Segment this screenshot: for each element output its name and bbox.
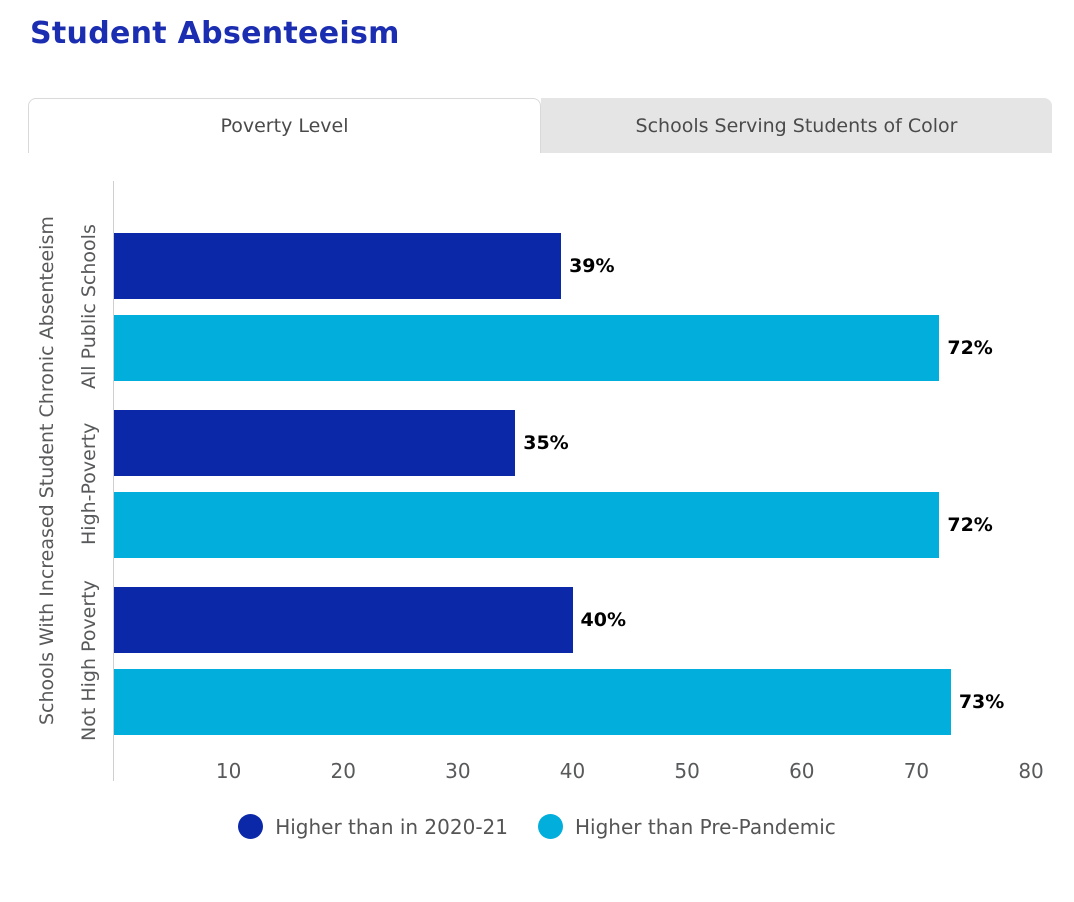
- chart-legend: Higher than in 2020-21 Higher than Pre-P…: [0, 814, 1074, 839]
- x-axis-tick-60: 60: [789, 759, 815, 783]
- x-axis-tick-50: 50: [674, 759, 700, 783]
- tab-schools-serving-students-of-color[interactable]: Schools Serving Students of Color: [541, 98, 1052, 153]
- legend-marker-icon: [238, 814, 264, 839]
- legend-marker-icon: [538, 814, 563, 839]
- x-axis-tick-30: 30: [445, 759, 471, 783]
- bar-row: 73%: [114, 669, 1054, 735]
- legend-label: Higher than Pre-Pandemic: [575, 814, 836, 839]
- y-axis-line: [113, 181, 114, 781]
- bar-row: 35%: [114, 410, 1054, 476]
- bar-high-poverty-2020-21[interactable]: [114, 410, 516, 476]
- x-axis-tick-20: 20: [330, 759, 356, 783]
- bar-chart: Schools With Increased Student Chronic A…: [0, 176, 1074, 882]
- category-label-all-public-schools: All Public Schools: [78, 224, 100, 390]
- bar-all-public-schools-2020-21[interactable]: [114, 233, 562, 299]
- bar-value-label: 72%: [947, 514, 993, 536]
- y-axis-title: Schools With Increased Student Chronic A…: [36, 216, 58, 726]
- bar-row: 39%: [114, 233, 1054, 299]
- x-axis-tick-80: 80: [1018, 759, 1044, 783]
- x-axis-tick-70: 70: [903, 759, 930, 783]
- legend-label: Higher than in 2020-21: [275, 814, 508, 839]
- category-label-high-poverty: High-Poverty: [78, 422, 100, 546]
- bar-high-poverty-pre-pandemic[interactable]: [114, 492, 940, 558]
- bar-value-label: 40%: [580, 609, 627, 631]
- bar-row: 72%: [114, 315, 1054, 381]
- page-title: Student Absenteeism: [30, 16, 400, 51]
- bar-all-public-schools-pre-pandemic[interactable]: [114, 315, 940, 381]
- plot-area: 39% 72% 35% 72% 40% 73% 10: [114, 176, 1054, 882]
- legend-item-2020-21[interactable]: Higher than in 2020-21: [238, 814, 508, 839]
- bar-row: 72%: [114, 492, 1054, 558]
- x-axis-tick-40: 40: [559, 759, 586, 783]
- page: Student Absenteeism Poverty Level School…: [0, 16, 1074, 902]
- bar-value-label: 73%: [958, 691, 1005, 713]
- bar-value-label: 72%: [947, 337, 993, 359]
- tab-bar: Poverty Level Schools Serving Students o…: [28, 98, 1052, 153]
- x-axis-tick-10: 10: [215, 759, 242, 783]
- bar-row: 40%: [114, 587, 1054, 653]
- bar-value-label: 39%: [569, 255, 615, 277]
- bar-not-high-poverty-pre-pandemic[interactable]: [114, 669, 951, 735]
- category-label-not-high-poverty: Not High Poverty: [78, 580, 100, 742]
- bar-value-label: 35%: [523, 432, 569, 454]
- bar-not-high-poverty-2020-21[interactable]: [114, 587, 573, 653]
- tab-poverty-level[interactable]: Poverty Level: [28, 98, 541, 153]
- legend-item-pre-pandemic[interactable]: Higher than Pre-Pandemic: [538, 814, 836, 839]
